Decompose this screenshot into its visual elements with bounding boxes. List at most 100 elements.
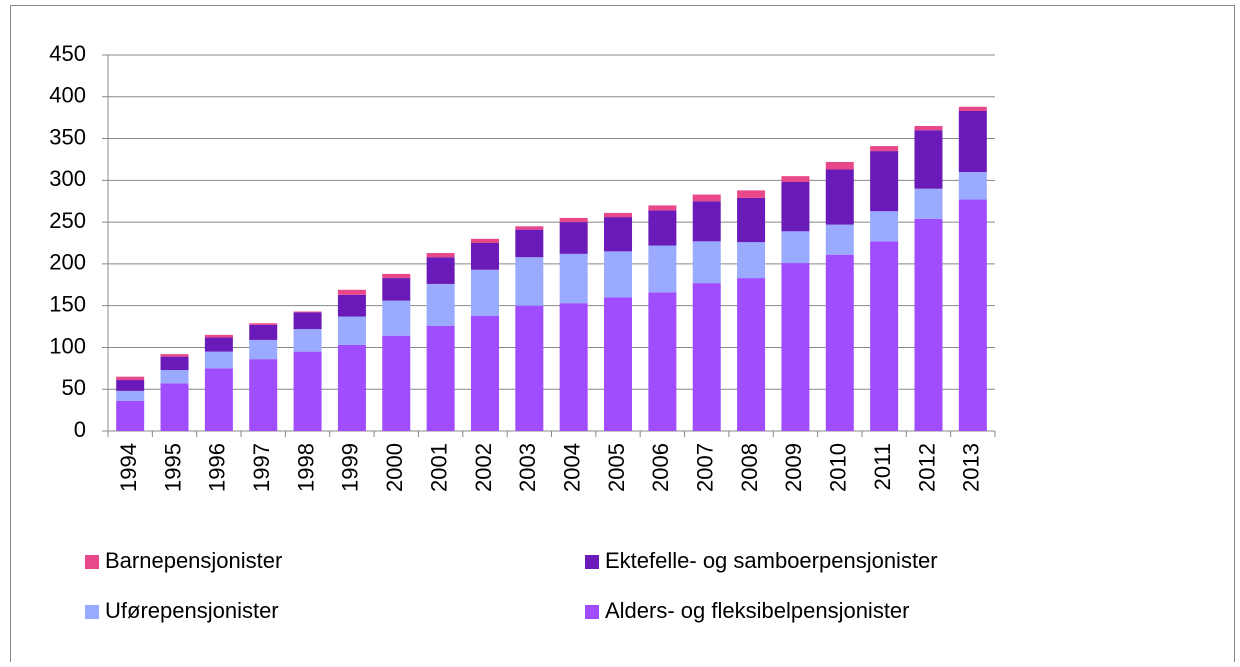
bar-segment bbox=[382, 278, 411, 301]
bar-segment bbox=[781, 263, 810, 431]
bar-segment bbox=[426, 325, 455, 431]
x-tick-label: 2010 bbox=[826, 443, 851, 492]
x-tick-label: 2009 bbox=[781, 443, 806, 492]
bar-segment bbox=[870, 211, 899, 242]
bar-segment bbox=[914, 130, 943, 189]
bar-segment bbox=[293, 329, 322, 352]
bar-segment bbox=[116, 376, 145, 381]
bar-segment bbox=[559, 217, 588, 223]
x-tick-label: 2007 bbox=[693, 443, 718, 492]
bar-segment bbox=[204, 334, 233, 338]
x-tick-label: 2004 bbox=[559, 443, 584, 492]
bar-segment bbox=[426, 283, 455, 326]
bar-segment bbox=[692, 201, 721, 242]
bar-segment bbox=[870, 241, 899, 431]
bar-segment bbox=[293, 311, 322, 313]
bar-segment bbox=[870, 146, 899, 152]
y-tick-label: 0 bbox=[74, 417, 86, 442]
bar-segment bbox=[692, 241, 721, 284]
bar-segment bbox=[515, 226, 544, 230]
bar-segment bbox=[559, 222, 588, 254]
bar-segment bbox=[293, 351, 322, 431]
bar-segment bbox=[382, 273, 411, 279]
bar-segment bbox=[204, 368, 233, 431]
bar-segment bbox=[249, 323, 278, 325]
y-tick-label: 150 bbox=[49, 291, 86, 316]
bar-segment bbox=[825, 224, 854, 255]
bar-segment bbox=[604, 212, 633, 218]
x-tick-label: 1997 bbox=[249, 443, 274, 492]
x-tick-label: 2003 bbox=[515, 443, 540, 492]
bar-segment bbox=[293, 312, 322, 330]
bar-segment bbox=[958, 110, 987, 172]
legend-label: Barnepensjonister bbox=[105, 548, 282, 573]
y-tick-label: 100 bbox=[49, 333, 86, 358]
x-tick-label: 2005 bbox=[604, 443, 629, 492]
x-tick-label: 2002 bbox=[471, 443, 496, 492]
bar-segment bbox=[648, 245, 677, 293]
bar-segment bbox=[958, 106, 987, 111]
bar-segment bbox=[604, 217, 633, 252]
bar-segment bbox=[470, 315, 499, 431]
bar-segment bbox=[426, 253, 455, 258]
bar-segment bbox=[559, 253, 588, 304]
bar-segment bbox=[737, 242, 766, 279]
bar-segment bbox=[692, 194, 721, 202]
bar-segment bbox=[781, 182, 810, 232]
y-tick-label: 50 bbox=[62, 375, 86, 400]
bar-segment bbox=[914, 188, 943, 219]
y-tick-label: 450 bbox=[49, 41, 86, 66]
legend-swatch bbox=[585, 605, 599, 619]
bar-segment bbox=[160, 356, 189, 371]
bar-segment bbox=[470, 243, 499, 270]
bar-segment bbox=[116, 380, 145, 391]
bar-segment bbox=[958, 171, 987, 200]
legend-label: Ektefelle- og samboerpensjonister bbox=[605, 548, 938, 573]
bar-segment bbox=[249, 359, 278, 431]
x-tick-label: 2001 bbox=[426, 443, 451, 492]
bar-segment bbox=[648, 292, 677, 431]
x-tick-label: 2000 bbox=[382, 443, 407, 492]
bar-segment bbox=[160, 383, 189, 431]
y-tick-label: 350 bbox=[49, 124, 86, 149]
bar-segment bbox=[470, 238, 499, 243]
bar-segment bbox=[825, 161, 854, 170]
x-tick-label: 2006 bbox=[648, 443, 673, 492]
x-tick-label: 2012 bbox=[914, 443, 939, 492]
bar-segment bbox=[559, 303, 588, 431]
bar-segment bbox=[737, 197, 766, 243]
bar-segment bbox=[160, 354, 189, 357]
x-tick-label: 2008 bbox=[737, 443, 762, 492]
x-tick-label: 1998 bbox=[293, 443, 318, 492]
bar-segment bbox=[870, 151, 899, 212]
bar-segment bbox=[116, 400, 145, 431]
bar-segment bbox=[604, 297, 633, 431]
bar-segment bbox=[825, 254, 854, 431]
bar-segment bbox=[382, 335, 411, 431]
legend-swatch bbox=[85, 555, 99, 569]
bar-segment bbox=[914, 218, 943, 431]
bar-segment bbox=[249, 324, 278, 340]
bar-segment bbox=[204, 337, 233, 352]
y-tick-label: 200 bbox=[49, 250, 86, 275]
bar-segment bbox=[737, 278, 766, 431]
bar-segment bbox=[515, 305, 544, 431]
y-tick-label: 400 bbox=[49, 83, 86, 108]
bar-segment bbox=[648, 210, 677, 246]
bar-segment bbox=[692, 283, 721, 431]
y-tick-label: 250 bbox=[49, 208, 86, 233]
legend-label: Uførepensjonister bbox=[105, 598, 279, 623]
bar-segment bbox=[604, 251, 633, 298]
bar-segment bbox=[737, 190, 766, 198]
bar-segment bbox=[160, 370, 189, 384]
legend-swatch bbox=[585, 555, 599, 569]
bar-segment bbox=[825, 169, 854, 225]
bar-segment bbox=[337, 289, 366, 295]
bar-segment bbox=[515, 257, 544, 306]
x-tick-label: 2013 bbox=[959, 443, 984, 492]
bar-segment bbox=[781, 231, 810, 264]
x-tick-label: 1994 bbox=[116, 443, 141, 492]
bar-segment bbox=[958, 199, 987, 431]
bar-segment bbox=[781, 176, 810, 183]
y-tick-label: 300 bbox=[49, 166, 86, 191]
